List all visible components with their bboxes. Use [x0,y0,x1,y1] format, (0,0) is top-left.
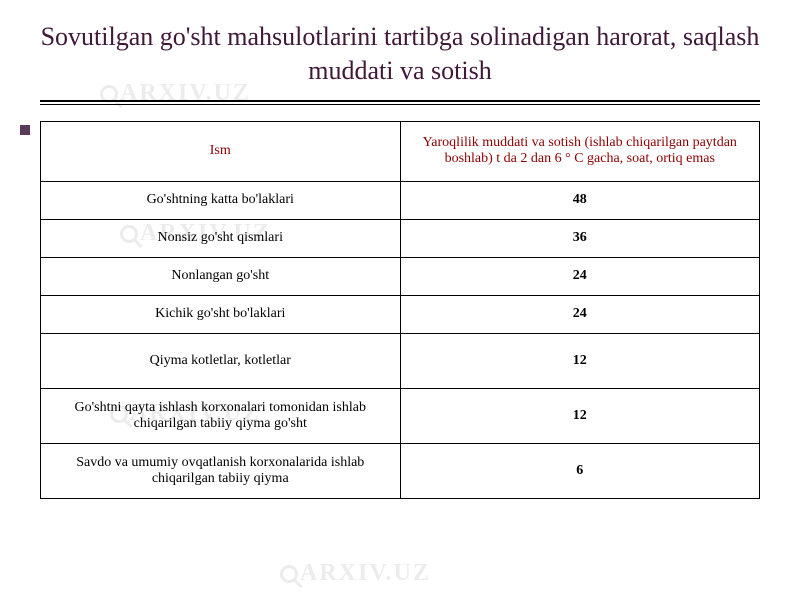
table-row: Nonsiz go'sht qismlari 36 [41,219,760,257]
table-row: Go'shtni qayta ishlash korxonalari tomon… [41,388,760,443]
cell-name: Nonsiz go'sht qismlari [41,219,401,257]
cell-value: 48 [400,181,760,219]
table-row: Go'shtning katta bo'laklari 48 [41,181,760,219]
slide-content: Sovutilgan go'sht mahsulotlarini tartibg… [0,0,800,519]
cell-name: Go'shtning katta bo'laklari [41,181,401,219]
column-header-duration: Yaroqlilik muddati va sotish (ishlab chi… [400,121,760,181]
watermark: ARXIV.UZ [280,560,431,587]
cell-name: Qiyma kotletlar, kotletlar [41,333,401,388]
storage-table: Ism Yaroqlilik muddati va sotish (ishlab… [40,121,760,499]
cell-name: Savdo va umumiy ovqatlanish korxonalarid… [41,443,401,498]
title-divider [40,100,760,106]
table-row: Nonlangan go'sht 24 [41,257,760,295]
cell-name: Kichik go'sht bo'laklari [41,295,401,333]
search-icon [280,565,298,583]
table-row: Qiyma kotletlar, kotletlar 12 [41,333,760,388]
column-header-name: Ism [41,121,401,181]
cell-value: 12 [400,333,760,388]
cell-name: Nonlangan go'sht [41,257,401,295]
table-row: Savdo va umumiy ovqatlanish korxonalarid… [41,443,760,498]
table-row: Kichik go'sht bo'laklari 24 [41,295,760,333]
cell-value: 24 [400,257,760,295]
cell-value: 36 [400,219,760,257]
cell-name: Go'shtni qayta ishlash korxonalari tomon… [41,388,401,443]
slide-title: Sovutilgan go'sht mahsulotlarini tartibg… [40,20,760,88]
cell-value: 12 [400,388,760,443]
cell-value: 24 [400,295,760,333]
cell-value: 6 [400,443,760,498]
table-header-row: Ism Yaroqlilik muddati va sotish (ishlab… [41,121,760,181]
